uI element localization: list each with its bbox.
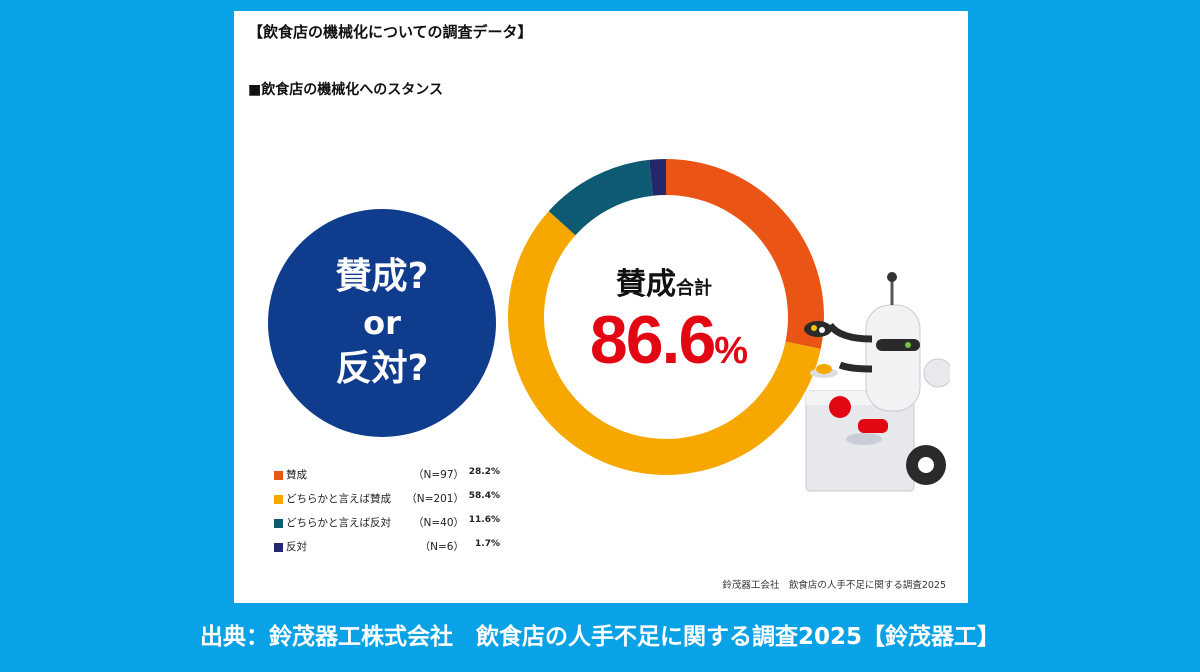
legend-count: （N=40） [412,517,464,529]
legend-count: （N=97） [412,469,464,481]
center-label: 賛成合計 [544,259,784,303]
legend-label: 反対 [286,541,307,553]
center-value-unit: % [714,330,749,372]
donut-slice-disagree [649,159,666,196]
legend-label: どちらかと言えば賛成 [286,493,391,505]
bubble-line-2: or [363,304,401,342]
bubble-line-3: 反対? [335,348,429,389]
question-bubble: 賛成? or 反対? [268,209,496,437]
center-label-sub: 合計 [676,278,712,299]
legend-item-somewhat-disagree: どちらかと言えば反対 （N=40） 11.6% [274,515,500,539]
legend-label: 賛成 [286,469,307,481]
legend-count: （N=6） [419,541,464,553]
center-value-number: 86.6 [589,302,716,378]
bubble-line-1: 賛成? [335,256,429,297]
source-note: 鈴茂器工会社 飲食店の人手不足に関する調査2025 [722,580,946,591]
legend-item-disagree: 反対 （N=6） 1.7% [274,539,500,563]
center-value: 86.6% [554,301,784,379]
chart-subtitle: ■飲食店の機械化へのスタンス [248,82,443,98]
legend-item-agree: 賛成 （N=97） 28.2% [274,467,500,491]
card-title: 【飲食店の機械化についての調査データ】 [248,23,533,41]
legend-percent: 1.7% [475,539,500,549]
robot-illustration [804,272,950,492]
legend-percent: 28.2% [468,467,500,477]
center-label-main: 賛成 [616,267,676,302]
footer-credit: 出典：鈴茂器工株式会社 飲食店の人手不足に関する調査2025【鈴茂器工】 [199,624,1000,650]
legend-swatch [274,543,283,552]
legend-label: どちらかと言えば反対 [286,517,391,529]
legend-swatch [274,471,283,480]
legend-percent: 11.6% [468,515,500,525]
legend-item-somewhat-agree: どちらかと言えば賛成 （N=201） 58.4% [274,491,500,515]
legend-swatch [274,495,283,504]
legend-count: （N=201） [406,493,464,505]
donut-slice-somewhat-agree [507,211,821,475]
legend-percent: 58.4% [468,491,500,501]
legend-swatch [274,519,283,528]
chart-card: 【飲食店の機械化についての調査データ】 ■飲食店の機械化へのスタンス 賛成? o… [234,11,968,603]
donut-slice-somewhat-disagree [548,159,653,236]
chart-legend: 賛成 （N=97） 28.2% どちらかと言えば賛成 （N=201） 58.4% どちらかと… [274,467,500,563]
